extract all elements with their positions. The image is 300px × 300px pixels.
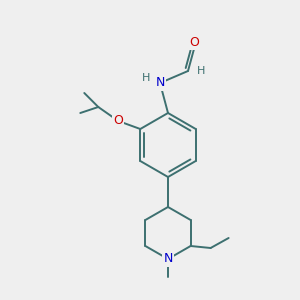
Text: O: O bbox=[189, 35, 199, 49]
Text: O: O bbox=[113, 115, 123, 128]
Text: H: H bbox=[197, 66, 205, 76]
Text: H: H bbox=[142, 73, 150, 83]
Text: N: N bbox=[155, 76, 165, 89]
Text: N: N bbox=[163, 253, 173, 266]
